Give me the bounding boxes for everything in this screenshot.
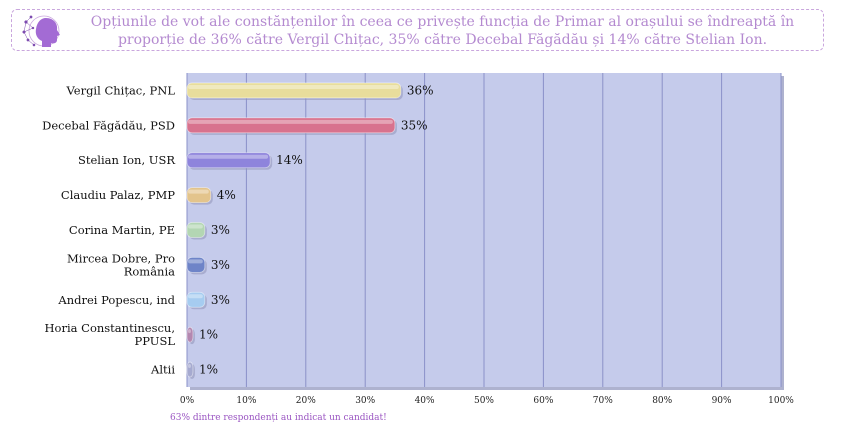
category-label: Mircea Dobre, Pro [67,251,175,265]
category-label: Horia Constantinescu, [45,321,175,335]
bar-highlight [188,294,203,299]
value-label: 35% [401,118,428,132]
head-network-logo-icon [22,15,60,47]
bar-highlight [188,329,191,334]
x-tick-label: 70% [593,396,613,406]
bar-highlight [188,119,393,124]
bar [186,117,396,134]
x-tick-label: 0% [180,396,195,406]
bar-highlight [188,259,203,264]
x-tick-label: 90% [712,396,732,406]
bar-chart: 0% 10% 20% 30% 40% 50% 60% 70% 80% 90% 100% 36% Verg… [42,73,794,406]
category-label: Decebal Făgădău, PSD [42,118,175,132]
category-label: România [124,264,175,278]
bar-highlight [188,154,269,159]
value-label: 3% [211,293,230,307]
footnote: 63% dintre respondenți au indicat un can… [170,413,387,423]
bar-highlight [188,189,209,194]
value-label: 3% [211,258,230,272]
value-label: 14% [276,153,303,167]
category-label: Altii [150,363,175,377]
category-label: PPUSL [135,334,176,348]
bar [186,222,206,238]
x-tick-label: 60% [533,396,553,406]
category-label: Vergil Chițac, PNL [66,83,176,97]
title-box: Opțiunile de vot ale constănțenilor în c… [11,9,824,51]
category-label: Andrei Popescu, ind [57,293,175,307]
bar [186,82,402,99]
value-label: 1% [199,328,218,342]
x-tick-label: 30% [355,396,375,406]
x-tick-label: 80% [652,396,672,406]
category-label: Stelian Ion, USR [78,153,175,167]
bar [186,256,206,273]
value-label: 4% [217,188,236,202]
x-tick-label: 100% [768,396,794,406]
bar-highlight [188,364,191,369]
bar-highlight [188,224,203,229]
bar [186,326,194,343]
value-label: 3% [211,223,230,237]
value-label: 1% [199,363,218,377]
x-tick-label: 40% [415,396,435,406]
category-label: Corina Martin, PE [69,223,175,237]
x-tick-label: 50% [474,396,494,406]
category-label: Claudiu Palaz, PMP [61,188,175,202]
value-label: 36% [407,83,434,97]
bar [186,152,271,169]
bar-highlight [188,84,399,89]
bar [186,361,194,378]
bar [186,291,206,308]
bar [186,187,212,204]
x-tick-label: 20% [296,396,316,406]
x-tick-label: 10% [236,396,256,406]
chart-title: Opțiunile de vot ale constănțenilor în c… [90,14,795,48]
